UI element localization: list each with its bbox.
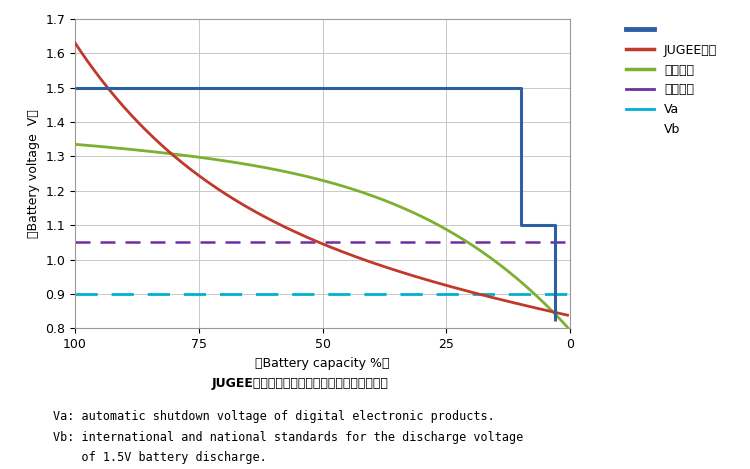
- X-axis label: （Battery capacity %）: （Battery capacity %）: [255, 356, 390, 370]
- Y-axis label: （Battery voltage  V）: （Battery voltage V）: [27, 109, 40, 238]
- Text: JUGEE电池与碕性电池及镳氢电池放电电压对比: JUGEE电池与碕性电池及镳氢电池放电电压对比: [211, 377, 388, 390]
- Legend: , JUGEE电池, 碕性电池, 镳氢电池, Va, Vb: , JUGEE电池, 碕性电池, 镳氢电池, Va, Vb: [622, 19, 722, 141]
- Text: of 1.5V battery discharge.: of 1.5V battery discharge.: [53, 451, 266, 463]
- Text: Vb: international and national standards for the discharge voltage: Vb: international and national standards…: [53, 431, 523, 444]
- Text: Va: automatic shutdown voltage of digital electronic products.: Va: automatic shutdown voltage of digita…: [53, 410, 494, 423]
